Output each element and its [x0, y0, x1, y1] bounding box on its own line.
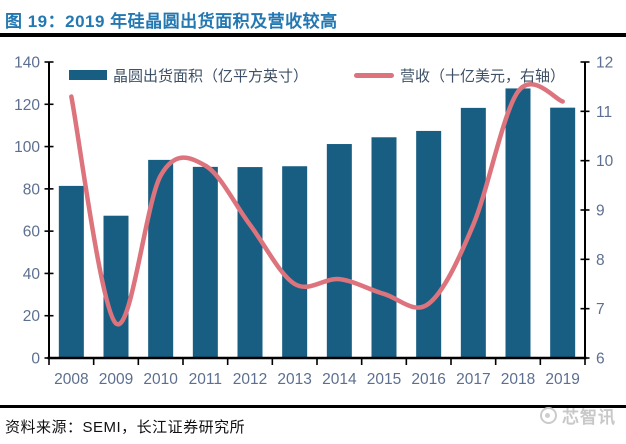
bar-2009: [103, 215, 129, 358]
left-axis-tick-label: 120: [14, 97, 40, 114]
bar-2010: [148, 159, 174, 358]
x-axis-tick-label: 2012: [233, 371, 267, 388]
bar-series-swatch-icon: [68, 70, 107, 80]
left-axis-tick-label: 80: [23, 181, 41, 198]
legend-label-wafer-area: 晶圆出货面积（亿平方英寸）: [112, 67, 308, 85]
right-axis-tick-label: 8: [596, 252, 605, 269]
bar-2008: [58, 185, 84, 358]
right-axis-tick-label: 6: [596, 351, 605, 368]
legend-item-wafer-area: 晶圆出货面积（亿平方英寸）: [68, 65, 308, 86]
bar-2019: [550, 107, 576, 358]
footer-divider: [0, 405, 626, 408]
x-axis-tick-label: 2009: [99, 371, 133, 388]
chart-title: 图 19：2019 年硅晶圆出货面积及营收较高: [5, 12, 338, 31]
right-axis-tick-label: 10: [596, 153, 614, 170]
data-source-note: 资料来源：SEMI，长江证券研究所: [5, 419, 246, 436]
watermark: 芯智讯: [540, 403, 616, 428]
watermark-label: 芯智讯: [562, 408, 616, 427]
line-series-swatch-icon: [354, 72, 394, 78]
x-axis-tick-label: 2018: [501, 371, 535, 388]
bar-2012: [237, 167, 263, 358]
x-axis-tick-label: 2008: [54, 371, 88, 388]
right-axis-tick-label: 11: [596, 104, 612, 121]
left-axis-tick-label: 60: [23, 224, 41, 241]
x-axis-tick-label: 2015: [367, 371, 401, 388]
x-axis-tick-label: 2017: [456, 371, 490, 388]
x-axis-tick-label: 2013: [277, 371, 311, 388]
chart-area: 0 20 40 60 80 100 120 140 6 7 8 9 10 11 12 2008 2009 2010…: [0, 45, 626, 397]
x-axis-tick-label: 2014: [322, 371, 357, 388]
bar-2016: [416, 130, 442, 358]
legend-item-revenue: 营收（十亿美元，右轴）: [354, 65, 565, 86]
right-axis-tick-label: 12: [596, 55, 613, 72]
bar-2018: [505, 88, 531, 358]
watermark-logo-icon: [540, 407, 557, 424]
legend-label-revenue: 营收（十亿美元，右轴）: [400, 67, 566, 85]
x-axis-tick-label: 2016: [411, 371, 445, 388]
bar-2015: [371, 137, 397, 358]
left-axis-tick-label: 20: [23, 308, 41, 325]
left-axis-tick-label: 0: [31, 351, 40, 368]
right-axis-tick-label: 7: [596, 301, 605, 318]
bar-2014: [326, 144, 352, 358]
left-axis-tick-label: 140: [14, 55, 40, 72]
bar-2013: [282, 166, 308, 358]
left-axis-tick-label: 40: [23, 266, 41, 283]
x-axis-tick-label: 2011: [189, 371, 222, 388]
right-axis-tick-label: 9: [596, 203, 605, 220]
bar-2017: [460, 107, 486, 358]
left-axis-tick-label: 100: [14, 139, 40, 156]
title-divider: [0, 33, 626, 37]
revenue-line: [69, 82, 565, 327]
chart-legend: 晶圆出货面积（亿平方英寸） 营收（十亿美元，右轴）: [49, 65, 585, 85]
bar-2011: [192, 166, 218, 358]
x-axis-tick-label: 2010: [143, 371, 178, 388]
chart-canvas: 0 20 40 60 80 100 120 140 6 7 8 9 10 11 12 2008 2009 2010…: [14, 55, 614, 389]
x-axis-tick-label: 2019: [545, 371, 579, 388]
